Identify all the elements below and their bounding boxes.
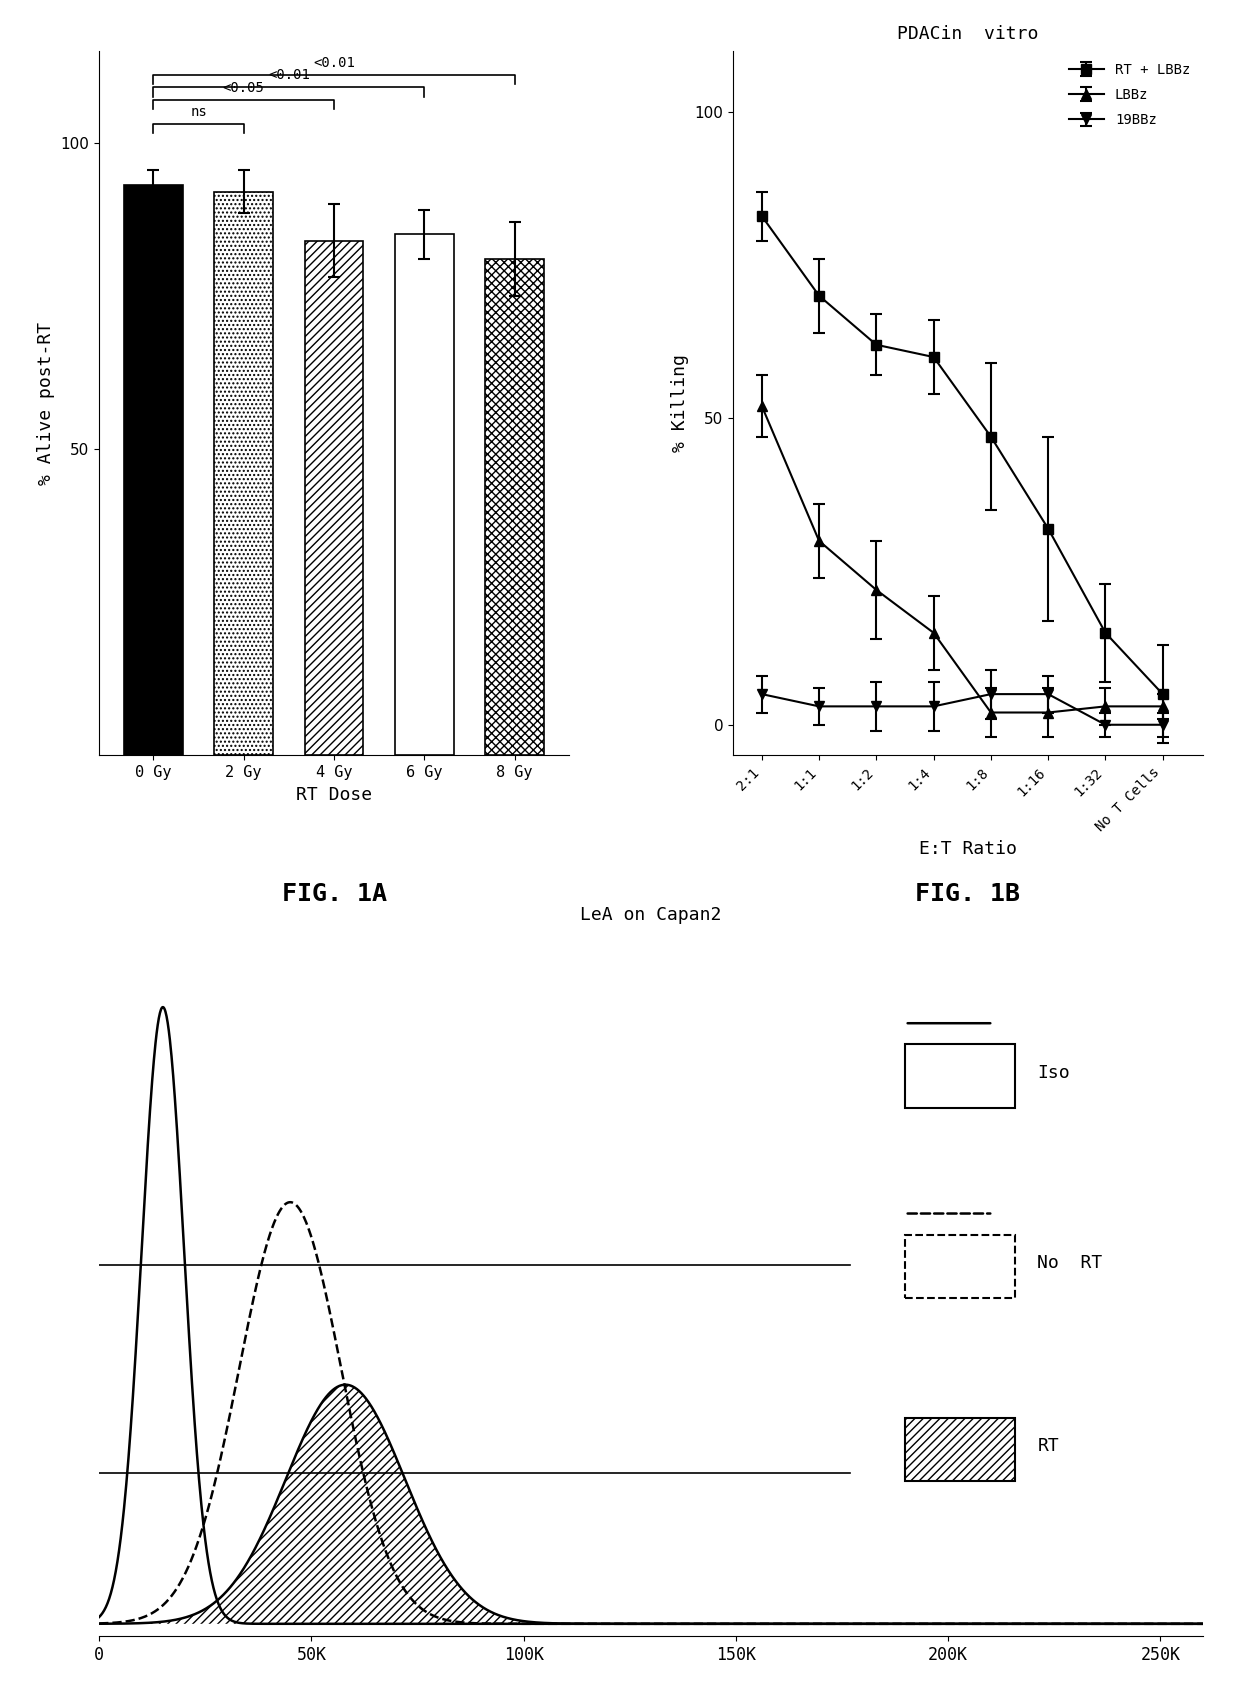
Bar	[305, 241, 363, 756]
Y-axis label: % Killing: % Killing	[671, 354, 689, 452]
Text: Iso: Iso	[1037, 1063, 1070, 1081]
RT	[1164, 1614, 1179, 1635]
FancyBboxPatch shape	[905, 1235, 1016, 1297]
No RT	[148, 1601, 162, 1621]
No RT	[92, 1613, 107, 1633]
Title: PDACin  vitro: PDACin vitro	[898, 25, 1039, 44]
Iso	[600, 1614, 615, 1635]
Iso	[1195, 1614, 1210, 1635]
Text: <0.05: <0.05	[223, 81, 264, 94]
Line: RT: RT	[99, 1385, 1203, 1625]
Iso	[1164, 1614, 1179, 1635]
RT	[1163, 1614, 1178, 1635]
No RT	[961, 1614, 976, 1635]
Iso	[148, 1032, 162, 1053]
Iso	[155, 997, 170, 1017]
Bar	[485, 260, 544, 756]
Iso	[92, 1606, 107, 1626]
X-axis label: RT Dose: RT Dose	[296, 786, 372, 803]
RT	[600, 1614, 615, 1635]
Text: RT: RT	[1037, 1437, 1059, 1456]
FancyBboxPatch shape	[905, 1044, 1016, 1108]
Iso	[975, 1614, 990, 1635]
RT	[339, 1375, 353, 1395]
Bar	[396, 234, 454, 756]
Text: <0.01: <0.01	[268, 69, 310, 83]
No RT	[629, 1614, 644, 1635]
Line: Iso: Iso	[99, 1007, 1203, 1625]
No RT	[1164, 1614, 1179, 1635]
Text: <0.01: <0.01	[312, 56, 355, 71]
Title: LeA on Capan2: LeA on Capan2	[580, 906, 722, 924]
Text: ns: ns	[190, 105, 207, 120]
No RT	[283, 1193, 298, 1213]
Legend: RT + LBBz, LBBz, 19BBz: RT + LBBz, LBBz, 19BBz	[1064, 57, 1195, 133]
No RT	[600, 1614, 615, 1635]
RT	[1195, 1614, 1210, 1635]
RT	[629, 1614, 644, 1635]
Text: FIG. 1A: FIG. 1A	[281, 882, 387, 906]
Text: FIG. 1B: FIG. 1B	[915, 882, 1021, 906]
Iso	[1164, 1614, 1179, 1635]
No RT	[1195, 1614, 1210, 1635]
Bar	[124, 186, 182, 756]
Iso	[961, 1614, 976, 1635]
RT	[961, 1614, 976, 1635]
No RT	[1163, 1614, 1178, 1635]
Line: No RT: No RT	[99, 1203, 1203, 1625]
X-axis label: E:T Ratio: E:T Ratio	[919, 840, 1017, 857]
RT	[92, 1614, 107, 1635]
Y-axis label: % Alive post-RT: % Alive post-RT	[37, 322, 55, 484]
FancyBboxPatch shape	[905, 1417, 1016, 1481]
Iso	[629, 1614, 644, 1635]
Bar	[215, 192, 273, 756]
Text: No  RT: No RT	[1037, 1253, 1102, 1272]
RT	[148, 1613, 162, 1633]
